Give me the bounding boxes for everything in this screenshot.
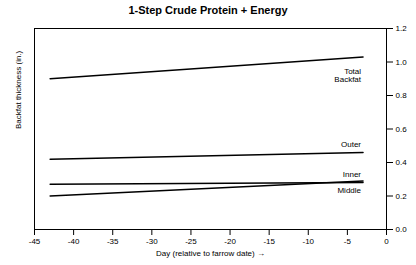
svg-text:Middle: Middle xyxy=(337,186,361,195)
svg-text:1.0: 1.0 xyxy=(396,58,408,67)
svg-text:0.2: 0.2 xyxy=(396,192,408,201)
svg-text:Day (relative to farrow date): Day (relative to farrow date) → xyxy=(156,249,265,258)
svg-text:Outer: Outer xyxy=(341,140,361,149)
svg-text:0.8: 0.8 xyxy=(396,91,408,100)
svg-text:-10: -10 xyxy=(302,237,314,246)
svg-text:-25: -25 xyxy=(185,237,197,246)
svg-text:Inner: Inner xyxy=(343,170,362,179)
svg-text:-40: -40 xyxy=(68,237,80,246)
svg-text:1.2: 1.2 xyxy=(396,24,408,33)
svg-text:-5: -5 xyxy=(344,237,352,246)
svg-text:-35: -35 xyxy=(107,237,119,246)
svg-text:-20: -20 xyxy=(224,237,236,246)
svg-text:0.6: 0.6 xyxy=(396,125,408,134)
svg-text:-30: -30 xyxy=(146,237,158,246)
svg-text:Backfat thickness (in.): Backfat thickness (in.) xyxy=(14,50,23,129)
html-text:1-Step Crude Protein + Energy: 1-Step Crude Protein + Energy xyxy=(128,4,288,16)
svg-text:-45: -45 xyxy=(29,237,41,246)
svg-text:0.4: 0.4 xyxy=(396,158,408,167)
svg-text:0.0: 0.0 xyxy=(396,225,408,234)
svg-text:0: 0 xyxy=(384,237,389,246)
svg-text:TotalBackfat: TotalBackfat xyxy=(334,67,361,84)
svg-text:-15: -15 xyxy=(263,237,275,246)
